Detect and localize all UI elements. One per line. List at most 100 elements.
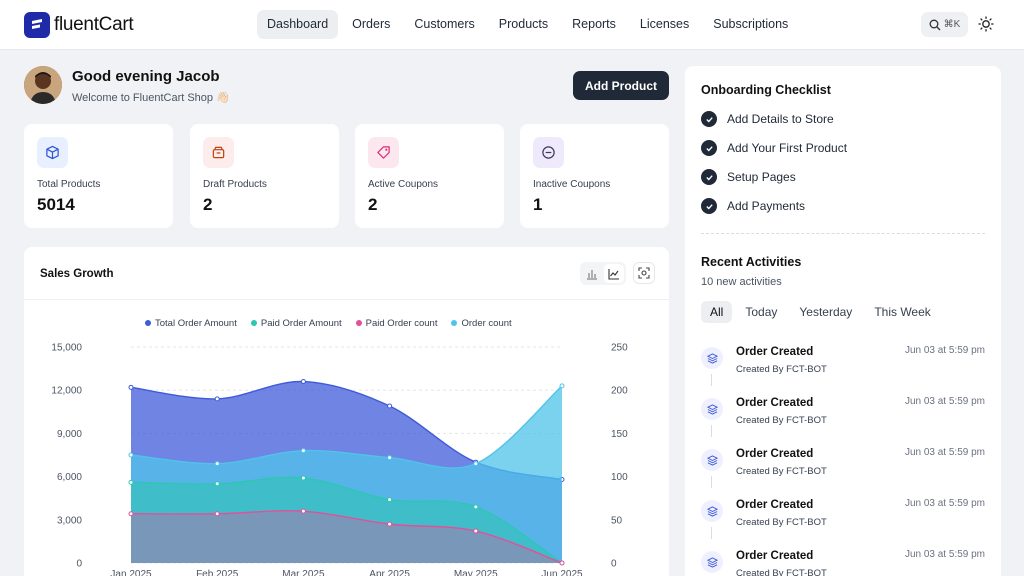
sales-growth-chart[interactable]: 0 3,000 6,000 9,000 12,000 15,000 0 50 100 150 200… (24, 247, 669, 576)
activity-author: Created By FCT-BOT (736, 466, 827, 477)
activity-author: Created By FCT-BOT (736, 415, 827, 426)
add-product-button[interactable]: Add Product (573, 71, 669, 100)
series-line (130, 510, 563, 564)
checklist-label: Add Details to Store (727, 112, 834, 126)
data-point (128, 452, 134, 458)
nav-orders[interactable]: Orders (352, 17, 391, 31)
activity-time: Jun 03 at 5:59 pm (904, 447, 985, 458)
nav-reports[interactable]: Reports (572, 17, 616, 31)
data-point (128, 479, 134, 485)
stat-label: Inactive Coupons (533, 179, 611, 190)
activity-item[interactable]: Order Created Created By FCT-BOT Jun 03 … (701, 394, 985, 438)
filter-all[interactable]: All (701, 301, 733, 323)
layers-icon (701, 551, 723, 573)
y-left-tick-label: 9,000 (57, 429, 82, 440)
y-right-tick-label: 100 (611, 472, 628, 483)
sun-icon (978, 16, 994, 32)
activity-time: Jun 03 at 5:59 pm (904, 549, 985, 560)
data-point (473, 528, 479, 534)
data-point (387, 497, 393, 503)
theme-toggle[interactable] (977, 15, 995, 33)
activity-time: Jun 03 at 5:59 pm (904, 498, 985, 509)
y-left-tick-label: 6,000 (57, 472, 82, 483)
stat-value: 2 (203, 195, 213, 214)
stat-draft-products[interactable]: Draft Products 2 (190, 124, 339, 228)
stat-active-coupons[interactable]: Active Coupons 2 (355, 124, 504, 228)
legend-item[interactable]: Order count (451, 318, 512, 329)
timeline-connector (711, 476, 712, 488)
x-tick-label: Mar 2025 (282, 569, 325, 576)
layers-icon (701, 500, 723, 522)
nav-products[interactable]: Products (498, 17, 549, 31)
activity-item[interactable]: Order Created Created By FCT-BOT Jun 03 … (701, 445, 985, 489)
legend-item[interactable]: Paid Order Amount (250, 318, 342, 329)
data-point (559, 560, 565, 566)
search-button[interactable]: ⌘K (921, 12, 968, 37)
nav-subscriptions[interactable]: Subscriptions (713, 17, 789, 31)
stat-total-products[interactable]: Total Products 5014 (24, 124, 173, 228)
data-point (214, 481, 220, 487)
chart-legend: Total Order Amount Paid Order Amount Pai… (145, 318, 512, 329)
activity-author: Created By FCT-BOT (736, 517, 827, 528)
chart-toolbar (580, 262, 655, 285)
filter-today[interactable]: Today (745, 305, 778, 319)
checklist-item[interactable]: Add Your First Product (701, 140, 847, 156)
line-chart-icon[interactable] (604, 264, 624, 283)
checklist-item[interactable]: Add Payments (701, 198, 805, 214)
activity-item[interactable]: Order Created Created By FCT-BOT Jun 03 … (701, 496, 985, 540)
checklist-label: Add Your First Product (727, 141, 848, 155)
activity-title: Order Created (736, 397, 814, 409)
filter-this-week[interactable]: This Week (874, 305, 931, 319)
y-left-tick-label: 15,000 (51, 343, 82, 354)
search-shortcut: ⌘K (943, 19, 961, 30)
greeting-title: Good evening Jacob (72, 68, 220, 85)
activity-filters: All Today Yesterday This Week (701, 301, 940, 323)
screenshot-icon[interactable] (633, 262, 655, 284)
series-area (131, 510, 562, 563)
top-bar: fluentCart Dashboard Orders Customers Pr… (0, 0, 1024, 50)
check-icon (701, 140, 717, 156)
bar-chart-icon[interactable] (582, 264, 602, 283)
nav-licenses[interactable]: Licenses (639, 17, 690, 31)
legend-item[interactable]: Paid Order count (355, 318, 437, 329)
series-area (131, 477, 562, 563)
activity-item[interactable]: Order Created Created By FCT-BOT Jun 03 … (701, 343, 985, 387)
activity-title: Order Created (736, 346, 814, 358)
avatar[interactable] (24, 66, 62, 104)
data-point (387, 455, 393, 461)
timeline-connector (711, 527, 712, 539)
stat-value: 2 (368, 195, 378, 214)
checklist-item[interactable]: Setup Pages (701, 169, 796, 185)
layers-icon (701, 398, 723, 420)
logo[interactable]: fluentCart (24, 12, 134, 38)
y-right-tick-label: 150 (611, 429, 628, 440)
legend-item[interactable]: Total Order Amount (145, 318, 237, 329)
data-point (387, 403, 393, 409)
nav-customers[interactable]: Customers (414, 17, 475, 31)
y-right-tick-label: 50 (611, 515, 623, 526)
data-point (128, 511, 134, 517)
filter-yesterday[interactable]: Yesterday (799, 305, 853, 319)
data-point (214, 511, 220, 517)
chart-title: Sales Growth (40, 268, 114, 280)
activity-author: Created By FCT-BOT (736, 364, 827, 375)
activity-item[interactable]: Order Created Created By FCT-BOT Jun 03 … (701, 547, 985, 576)
nav-dashboard[interactable]: Dashboard (257, 10, 339, 39)
data-point (300, 475, 306, 481)
activity-title: Order Created (736, 550, 814, 562)
activity-time: Jun 03 at 5:59 pm (904, 396, 985, 407)
data-point (473, 461, 479, 467)
main-nav: Dashboard Orders Customers Products Repo… (257, 10, 802, 39)
check-icon (701, 198, 717, 214)
checklist-item[interactable]: Add Details to Store (701, 111, 834, 127)
x-tick-label: Feb 2025 (196, 569, 239, 576)
minus-circle-icon (533, 137, 564, 168)
box-icon (37, 137, 68, 168)
stat-inactive-coupons[interactable]: Inactive Coupons 1 (520, 124, 669, 228)
checklist-label: Add Payments (727, 199, 806, 213)
stat-value: 5014 (37, 195, 75, 214)
right-panel: Onboarding Checklist Add Details to Stor… (685, 66, 1001, 576)
timeline-connector (711, 374, 712, 386)
y-left-tick-label: 3,000 (57, 515, 82, 526)
data-point (128, 384, 134, 390)
